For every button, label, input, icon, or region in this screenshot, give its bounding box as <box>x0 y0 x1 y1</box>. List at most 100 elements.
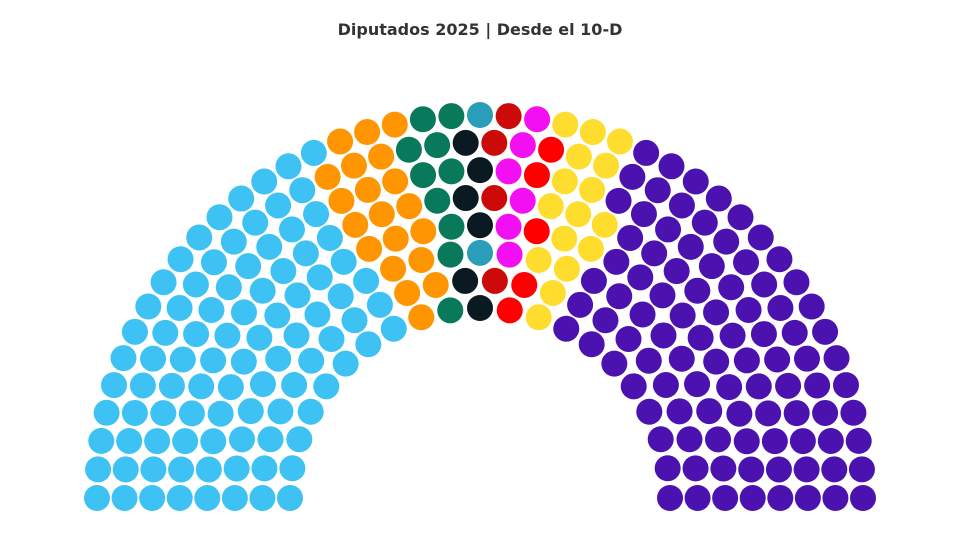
seat-party-1 <box>150 400 177 427</box>
seat-party-1 <box>366 291 393 318</box>
seat-party-1 <box>318 325 345 352</box>
seat-party-10 <box>553 315 580 342</box>
seat-party-1 <box>228 426 255 453</box>
seat-party-10 <box>713 228 740 255</box>
seat-party-2 <box>314 163 341 190</box>
seat-party-1 <box>167 246 194 273</box>
seat-party-1 <box>313 373 340 400</box>
seat-party-10 <box>687 324 714 351</box>
seat-party-2 <box>354 119 381 146</box>
seat-party-1 <box>242 209 269 236</box>
seat-party-1 <box>279 455 306 482</box>
seat-party-1 <box>101 372 128 399</box>
seat-party-10 <box>592 307 619 334</box>
seat-party-10 <box>751 271 778 298</box>
seat-party-1 <box>235 253 262 280</box>
seat-party-10 <box>738 456 765 483</box>
seat-party-1 <box>237 398 264 425</box>
seat-party-4 <box>452 185 479 212</box>
seat-party-7 <box>495 158 522 185</box>
seat-party-1 <box>139 485 166 511</box>
seat-party-7 <box>495 213 522 240</box>
seat-party-10 <box>727 204 754 231</box>
seat-party-9 <box>591 211 618 238</box>
seat-party-2 <box>356 235 383 262</box>
seat-party-6 <box>495 103 522 130</box>
seat-party-1 <box>172 428 199 455</box>
seat-party-10 <box>650 322 677 349</box>
seat-party-10 <box>654 455 681 482</box>
seat-party-10 <box>682 455 709 482</box>
seat-party-1 <box>249 371 276 398</box>
seat-party-1 <box>275 153 302 180</box>
seat-party-10 <box>767 295 794 322</box>
seat-party-10 <box>669 302 696 329</box>
seat-party-8 <box>523 218 550 245</box>
seat-party-1 <box>178 400 205 427</box>
seat-party-10 <box>794 485 821 511</box>
seat-party-10 <box>580 267 607 294</box>
seat-party-1 <box>121 399 148 426</box>
seat-party-10 <box>761 428 788 455</box>
seat-party-1 <box>230 299 257 326</box>
seat-party-10 <box>633 139 660 166</box>
seat-party-10 <box>775 372 802 399</box>
seat-party-1 <box>140 456 167 483</box>
seat-party-3 <box>438 103 465 130</box>
seat-party-10 <box>850 485 876 511</box>
seat-party-10 <box>691 209 718 236</box>
seat-party-1 <box>168 456 195 483</box>
seat-party-9 <box>593 152 620 179</box>
seat-party-10 <box>603 248 630 275</box>
seat-party-1 <box>198 296 225 323</box>
seat-party-1 <box>158 372 185 399</box>
seat-party-9 <box>525 246 552 273</box>
seat-party-9 <box>539 279 566 306</box>
seat-party-9 <box>551 225 578 252</box>
seat-party-1 <box>332 350 359 377</box>
seat-party-3 <box>424 132 451 159</box>
seat-party-1 <box>112 456 139 483</box>
seat-party-10 <box>832 372 859 399</box>
seat-party-1 <box>277 485 303 511</box>
seat-party-1 <box>111 485 138 511</box>
seat-party-10 <box>677 233 704 260</box>
seat-party-1 <box>281 371 308 398</box>
seat-party-10 <box>793 345 820 372</box>
seat-party-1 <box>200 347 227 374</box>
seat-party-1 <box>230 348 257 375</box>
seat-party-8 <box>538 136 565 163</box>
seat-party-10 <box>635 347 662 374</box>
seat-party-2 <box>422 271 449 298</box>
seat-party-10 <box>739 485 766 511</box>
seat-party-1 <box>88 427 115 454</box>
seat-party-9 <box>565 201 592 228</box>
seat-party-10 <box>719 322 746 349</box>
seat-party-10 <box>629 301 656 328</box>
seat-party-10 <box>703 299 730 326</box>
seat-party-1 <box>188 373 215 400</box>
seat-party-10 <box>684 277 711 304</box>
seat-party-3 <box>409 106 436 133</box>
seat-party-10 <box>644 177 671 204</box>
seat-party-4 <box>467 295 493 321</box>
seat-party-1 <box>215 274 242 301</box>
seat-party-10 <box>793 456 820 483</box>
seat-party-10 <box>745 373 772 400</box>
seat-party-1 <box>214 322 241 349</box>
seat-party-10 <box>764 346 791 373</box>
seat-party-4 <box>452 129 479 156</box>
seat-party-1 <box>264 302 291 329</box>
seat-party-1 <box>140 345 167 372</box>
seat-party-10 <box>703 348 730 375</box>
seat-party-10 <box>663 258 690 285</box>
seat-party-10 <box>649 282 676 309</box>
seat-party-1 <box>265 192 292 219</box>
seat-party-4 <box>467 212 493 239</box>
seat-party-10 <box>755 400 782 427</box>
seat-party-1 <box>256 233 283 260</box>
seat-party-10 <box>615 325 642 352</box>
seat-party-4 <box>452 267 479 294</box>
seat-party-2 <box>368 201 395 228</box>
seat-party-1 <box>298 347 325 374</box>
